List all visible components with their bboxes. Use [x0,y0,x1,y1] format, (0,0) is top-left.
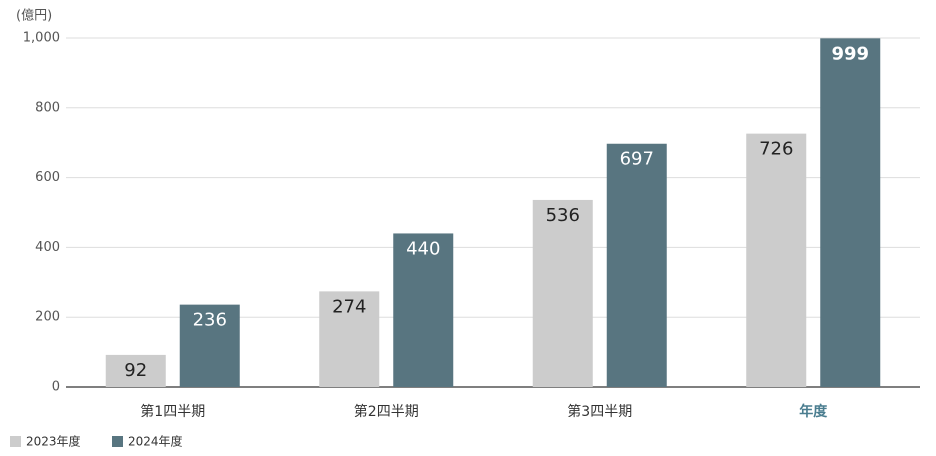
y-tick-label: 800 [35,100,60,115]
y-tick-label: 400 [35,240,60,255]
x-tick-label: 年度 [799,403,828,420]
bar [532,199,593,387]
bar [606,143,667,387]
legend-swatch [112,436,123,447]
legend-swatch [10,436,21,447]
x-tick-label: 第3四半期 [567,403,632,420]
bar [393,233,454,387]
unit-label: (億円) [16,8,52,24]
legend-label: 2024年度 [128,434,183,449]
legend-label: 2023年度 [26,434,81,449]
bar [105,354,166,387]
bar [179,304,240,387]
y-tick-label: 0 [52,380,60,395]
y-tick-label: 1,000 [23,31,60,46]
value-label: 999 [831,43,869,64]
x-tick-label: 第1四半期 [140,403,205,420]
value-label: 697 [620,149,654,170]
bar [319,291,380,387]
bar [746,133,807,387]
value-label: 92 [124,360,147,381]
y-tick-label: 200 [35,310,60,325]
value-label: 440 [406,238,440,259]
x-tick-label: 第2四半期 [354,403,419,420]
value-label: 236 [193,310,227,331]
value-label: 726 [759,139,793,160]
value-label: 274 [332,296,366,317]
value-label: 536 [546,205,580,226]
y-tick-label: 600 [35,170,60,185]
bar [820,38,881,387]
